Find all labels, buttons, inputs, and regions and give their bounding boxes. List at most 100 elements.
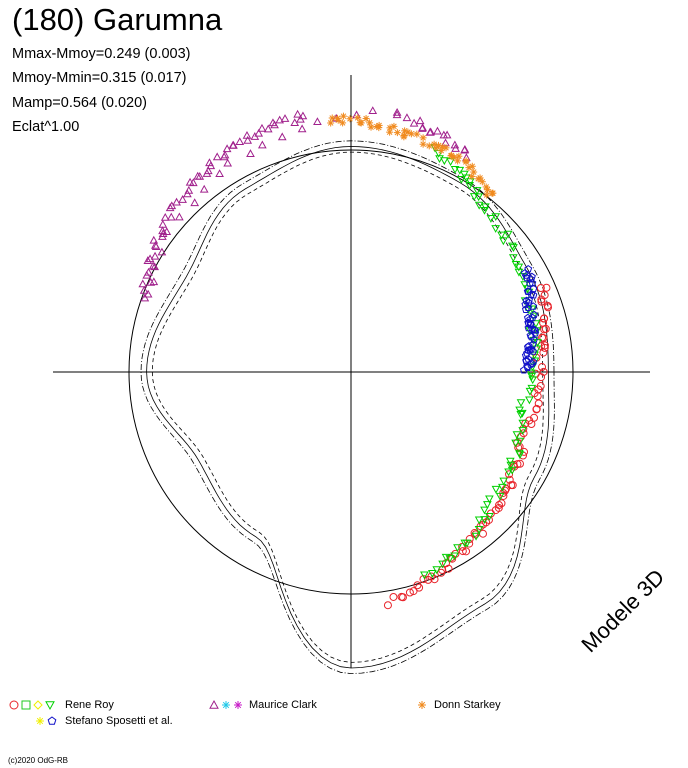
data-point — [346, 115, 354, 123]
data-point — [139, 285, 149, 294]
data-point — [538, 363, 547, 372]
data-point — [367, 123, 375, 131]
data-point — [521, 351, 530, 359]
data-point — [190, 198, 200, 207]
data-point — [254, 128, 264, 137]
data-point — [409, 587, 418, 596]
data-point — [474, 201, 484, 210]
data-point — [297, 124, 307, 133]
legend-symbol — [234, 701, 242, 709]
data-point — [438, 560, 447, 569]
data-point — [390, 122, 398, 130]
data-point — [528, 272, 536, 281]
data-point — [499, 237, 508, 246]
data-point — [525, 296, 533, 304]
legend-symbol — [47, 716, 57, 725]
data-point — [277, 132, 287, 141]
data-point — [441, 138, 450, 147]
data-point — [202, 169, 212, 177]
data-point — [527, 384, 537, 393]
data-point — [530, 351, 539, 360]
data-point — [243, 135, 253, 144]
data-point — [439, 157, 449, 166]
data-point — [508, 481, 517, 490]
data-point — [450, 140, 460, 149]
data-point — [402, 113, 412, 122]
data-point — [511, 439, 520, 448]
data-point — [158, 219, 168, 228]
data-point — [540, 314, 549, 323]
stat-mmoy-mmin: Mmoy-Mmin=0.315 (0.017) — [12, 70, 187, 86]
legend-symbol — [33, 700, 43, 710]
data-point — [392, 110, 402, 119]
data-point — [458, 547, 467, 556]
data-point — [495, 501, 504, 510]
data-point — [178, 195, 187, 203]
data-point — [495, 492, 505, 501]
data-point — [536, 382, 545, 391]
data-point — [507, 242, 517, 251]
data-point — [539, 348, 548, 357]
data-point — [149, 235, 159, 244]
data-point — [491, 225, 501, 233]
data-point — [455, 152, 463, 160]
data-point — [445, 555, 455, 563]
data-point — [392, 107, 402, 116]
data-point — [519, 366, 528, 374]
data-point — [215, 169, 224, 178]
data-point — [183, 189, 192, 198]
reference-circle — [128, 149, 574, 595]
model-curves — [140, 140, 555, 675]
data-point — [413, 581, 422, 590]
data-point — [143, 256, 153, 264]
data-point — [471, 532, 481, 541]
data-point — [427, 569, 437, 578]
data-point — [540, 341, 549, 350]
data-point — [400, 133, 408, 141]
data-point — [458, 542, 467, 551]
legend-label-maurice-clark: Maurice Clark — [249, 699, 317, 711]
data-point — [526, 331, 535, 339]
data-point — [501, 484, 510, 493]
data-point — [223, 158, 233, 167]
data-point — [462, 539, 472, 548]
data-point — [504, 468, 513, 477]
data-point — [522, 356, 531, 364]
data-point — [518, 427, 528, 435]
data-point — [439, 130, 449, 139]
model-curve-1 — [151, 151, 544, 663]
data-point — [508, 254, 518, 263]
data-point — [499, 491, 508, 500]
data-point — [193, 171, 203, 180]
data-point — [515, 437, 525, 446]
data-point — [455, 166, 465, 175]
data-point — [491, 485, 501, 494]
data-point — [393, 129, 401, 137]
data-point — [419, 575, 428, 584]
data-point — [420, 571, 429, 580]
data-point — [478, 178, 486, 186]
data-point — [446, 158, 455, 167]
data-point — [484, 513, 494, 521]
data-point — [507, 481, 516, 490]
data-point — [480, 206, 489, 215]
data-point — [339, 119, 347, 127]
data-point — [539, 333, 548, 342]
data-point — [530, 310, 539, 319]
data-point — [368, 106, 378, 115]
data-point — [293, 109, 302, 118]
data-point — [527, 332, 536, 341]
data-point — [476, 174, 484, 182]
data-point — [356, 119, 364, 127]
data-point — [450, 552, 459, 561]
data-point — [514, 443, 523, 452]
data-point — [518, 273, 528, 281]
data-point — [160, 212, 170, 221]
data-point — [539, 318, 548, 327]
data-point — [185, 177, 195, 186]
data-point — [158, 229, 168, 238]
data-point — [413, 130, 421, 138]
data-point — [512, 431, 522, 440]
data-point — [425, 142, 433, 150]
data-point — [530, 413, 539, 422]
